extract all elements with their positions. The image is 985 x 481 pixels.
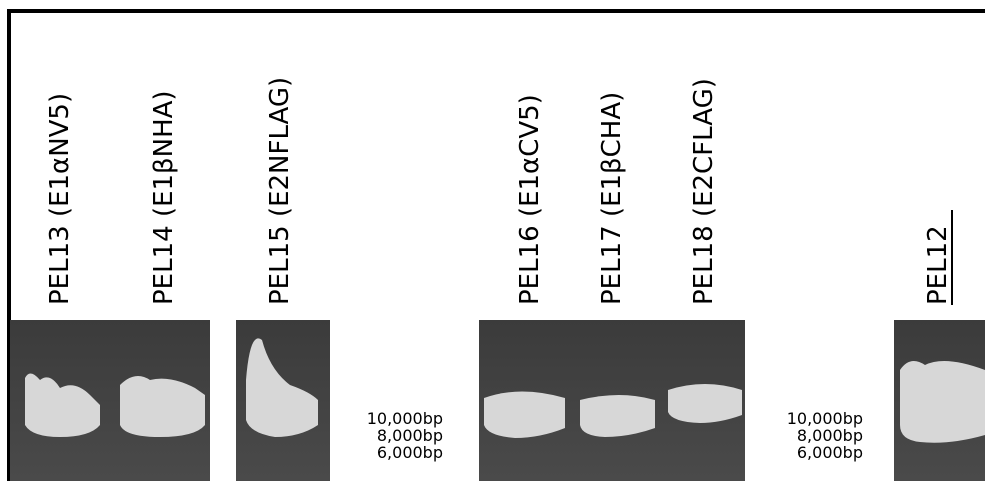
- frame: [7, 9, 985, 481]
- marker-label: 10,000bp: [367, 409, 443, 428]
- band: [246, 338, 318, 437]
- band: [900, 361, 985, 443]
- lane-label: PEL12: [923, 225, 953, 305]
- marker-label: 10,000bp: [787, 409, 863, 428]
- band: [668, 384, 742, 423]
- lane-label: PEL15 (E2NFLAG): [265, 77, 295, 305]
- bands: [25, 338, 985, 443]
- lane-label: PEL18 (E2CFLAG): [689, 78, 719, 305]
- band: [484, 391, 565, 438]
- band: [25, 373, 100, 437]
- lane-label: PEL14 (E1βNHA): [149, 90, 179, 305]
- lane-label: PEL17 (E1βCHA): [597, 92, 627, 305]
- band: [580, 395, 655, 437]
- lane-label: PEL13 (E1αNV5): [45, 93, 75, 305]
- marker-label: 6,000bp: [377, 443, 443, 462]
- marker-label: 6,000bp: [797, 443, 863, 462]
- marker-label: 8,000bp: [797, 426, 863, 445]
- band: [120, 376, 205, 437]
- marker-label: 8,000bp: [377, 426, 443, 445]
- lane-label: PEL16 (E1αCV5): [515, 94, 545, 305]
